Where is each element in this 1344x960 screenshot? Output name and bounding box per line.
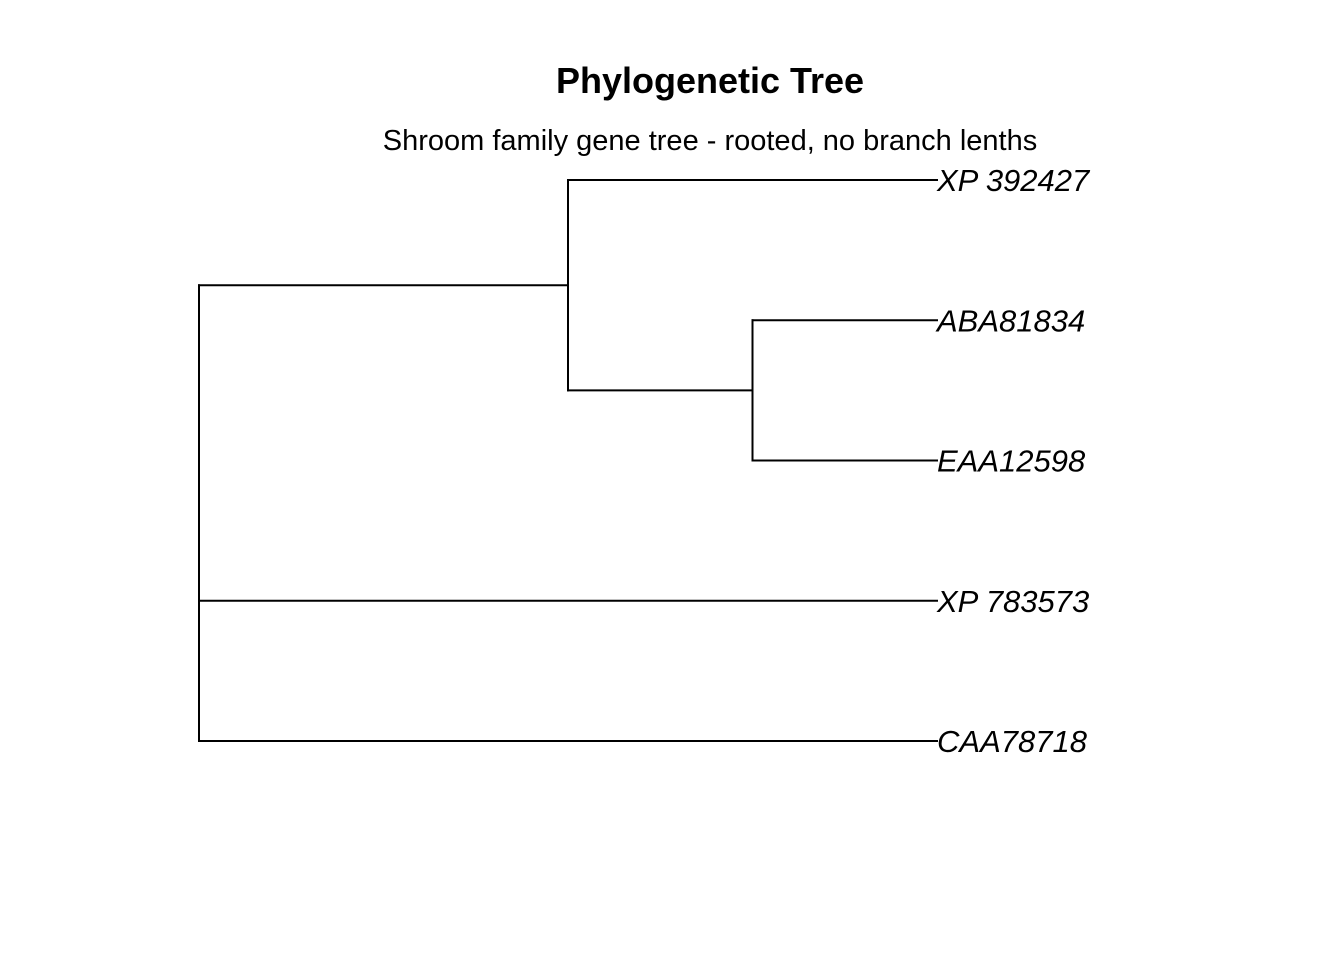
tree-tip-labels: XP 392427 ABA81834 EAA12598 XP 783573 CAA787… — [935, 163, 1091, 759]
tip-label: EAA12598 — [937, 444, 1086, 479]
tree-branches — [198, 179, 938, 742]
chart-subtitle: Shroom family gene tree - rooted, no bra… — [383, 125, 1037, 157]
chart-title: Phylogenetic Tree — [556, 60, 864, 101]
tip-label: XP 392427 — [936, 163, 1091, 198]
tip-label: ABA81834 — [935, 303, 1085, 338]
tip-label: CAA78718 — [937, 724, 1088, 759]
tip-label: XP 783573 — [936, 584, 1089, 619]
